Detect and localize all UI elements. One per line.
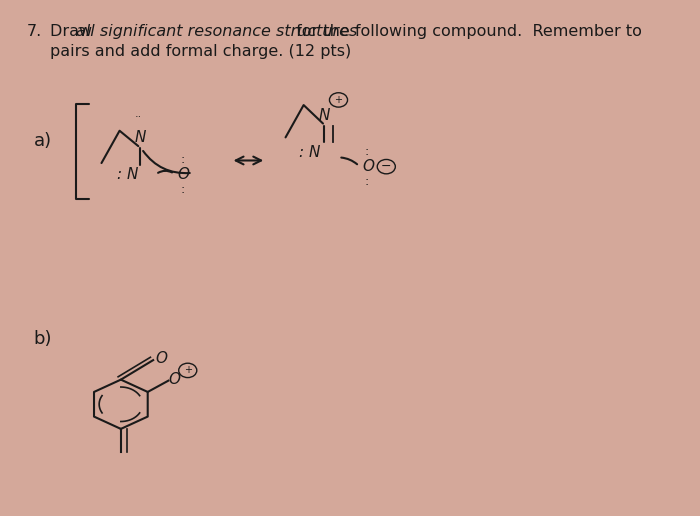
Text: O: O: [155, 350, 167, 365]
Text: pairs and add formal charge. (12 pts): pairs and add formal charge. (12 pts): [50, 44, 351, 59]
Text: b): b): [34, 330, 52, 348]
Text: :: :: [180, 183, 184, 196]
Text: : N: : N: [300, 145, 321, 160]
Text: +: +: [335, 95, 342, 105]
Text: O: O: [362, 159, 375, 174]
Text: N: N: [134, 130, 146, 145]
Text: N: N: [318, 108, 330, 123]
Text: O: O: [178, 167, 190, 182]
Text: for the following compound.  Remember to: for the following compound. Remember to: [290, 24, 642, 40]
Text: :: :: [365, 174, 369, 187]
Text: :: :: [180, 153, 184, 166]
Text: Draw: Draw: [50, 24, 97, 40]
Text: :: :: [365, 146, 369, 158]
Text: +: +: [183, 365, 192, 376]
Text: all significant resonance structures: all significant resonance structures: [76, 24, 357, 40]
Text: 7.: 7.: [27, 24, 43, 40]
Text: −: −: [381, 160, 391, 173]
Text: O: O: [169, 372, 181, 387]
Text: a): a): [34, 132, 52, 150]
Text: ··: ··: [134, 112, 142, 122]
Text: : N: : N: [117, 167, 138, 182]
